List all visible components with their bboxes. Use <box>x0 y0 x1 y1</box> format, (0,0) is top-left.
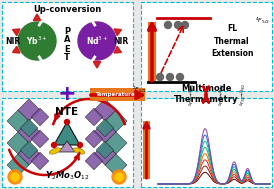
Circle shape <box>18 22 56 60</box>
Polygon shape <box>59 141 75 152</box>
Ellipse shape <box>73 148 85 154</box>
Circle shape <box>176 74 184 81</box>
Ellipse shape <box>49 148 61 154</box>
Text: Temperature: Temperature <box>96 92 136 97</box>
Text: Y$_2$Mo$_3$O$_{12}$: Y$_2$Mo$_3$O$_{12}$ <box>45 170 89 182</box>
Polygon shape <box>96 141 114 159</box>
Text: Yb$^{3+}$: Yb$^{3+}$ <box>26 35 48 47</box>
Polygon shape <box>18 99 40 121</box>
Text: Nd$^{3+}$: Nd$^{3+}$ <box>86 35 108 47</box>
Polygon shape <box>7 110 29 132</box>
Text: E: E <box>64 44 70 53</box>
Polygon shape <box>31 152 49 170</box>
Polygon shape <box>93 62 101 68</box>
Polygon shape <box>114 29 121 36</box>
FancyBboxPatch shape <box>141 98 272 187</box>
Circle shape <box>112 170 126 184</box>
Polygon shape <box>20 119 38 137</box>
Text: NIR: NIR <box>5 36 20 46</box>
Circle shape <box>115 173 123 181</box>
Polygon shape <box>94 99 116 121</box>
Polygon shape <box>20 141 38 159</box>
Circle shape <box>181 22 189 29</box>
Circle shape <box>8 170 22 184</box>
Circle shape <box>64 119 70 125</box>
FancyBboxPatch shape <box>2 2 133 91</box>
Polygon shape <box>18 121 40 143</box>
Polygon shape <box>105 154 127 176</box>
Polygon shape <box>31 130 49 148</box>
Circle shape <box>175 22 181 29</box>
Polygon shape <box>85 108 103 126</box>
Polygon shape <box>7 132 29 154</box>
Polygon shape <box>85 152 103 170</box>
Circle shape <box>52 143 56 147</box>
Text: NIR: NIR <box>114 36 129 46</box>
FancyBboxPatch shape <box>143 121 150 179</box>
Text: $^4F_{5/2}$$\!\to\!$$^4I_{9/2}$: $^4F_{5/2}$$\!\to\!$$^4I_{9/2}$ <box>217 83 227 106</box>
FancyBboxPatch shape <box>148 22 156 82</box>
Polygon shape <box>13 29 20 36</box>
Circle shape <box>78 143 82 147</box>
Polygon shape <box>13 46 20 53</box>
Text: T: T <box>64 53 70 63</box>
Text: Up-conversion: Up-conversion <box>33 5 101 14</box>
Circle shape <box>167 74 173 81</box>
Text: $^2F_{5/2}$: $^2F_{5/2}$ <box>132 85 147 94</box>
Polygon shape <box>54 122 80 145</box>
FancyBboxPatch shape <box>2 98 133 187</box>
Text: $^4F_{7/2}$$\!\to\!$$^4I_{9/2}$: $^4F_{7/2}$$\!\to\!$$^4I_{9/2}$ <box>187 83 197 106</box>
Text: +: + <box>58 84 76 104</box>
Polygon shape <box>33 14 41 20</box>
FancyBboxPatch shape <box>141 2 272 91</box>
Polygon shape <box>7 154 29 176</box>
Circle shape <box>11 173 19 181</box>
Text: A: A <box>64 36 70 44</box>
Polygon shape <box>105 110 127 132</box>
Polygon shape <box>94 121 116 143</box>
Polygon shape <box>18 143 40 165</box>
Polygon shape <box>96 119 114 137</box>
Circle shape <box>78 22 116 60</box>
Text: $^4F_{3/2}$$\!\to\!$$^4I_{9/2}$: $^4F_{3/2}$$\!\to\!$$^4I_{9/2}$ <box>238 83 248 106</box>
Text: FL
Thermal
Extension: FL Thermal Extension <box>211 24 253 58</box>
Text: Multimode
Thermometry: Multimode Thermometry <box>174 84 238 104</box>
Circle shape <box>156 74 164 81</box>
Polygon shape <box>85 130 103 148</box>
Polygon shape <box>31 108 49 126</box>
Polygon shape <box>114 46 121 53</box>
Text: NTE: NTE <box>55 107 79 117</box>
Polygon shape <box>105 132 127 154</box>
Circle shape <box>164 22 172 29</box>
Polygon shape <box>94 143 116 165</box>
Text: P: P <box>64 26 70 36</box>
Text: $^4F_{5/2}$: $^4F_{5/2}$ <box>255 15 270 25</box>
FancyBboxPatch shape <box>90 88 145 101</box>
